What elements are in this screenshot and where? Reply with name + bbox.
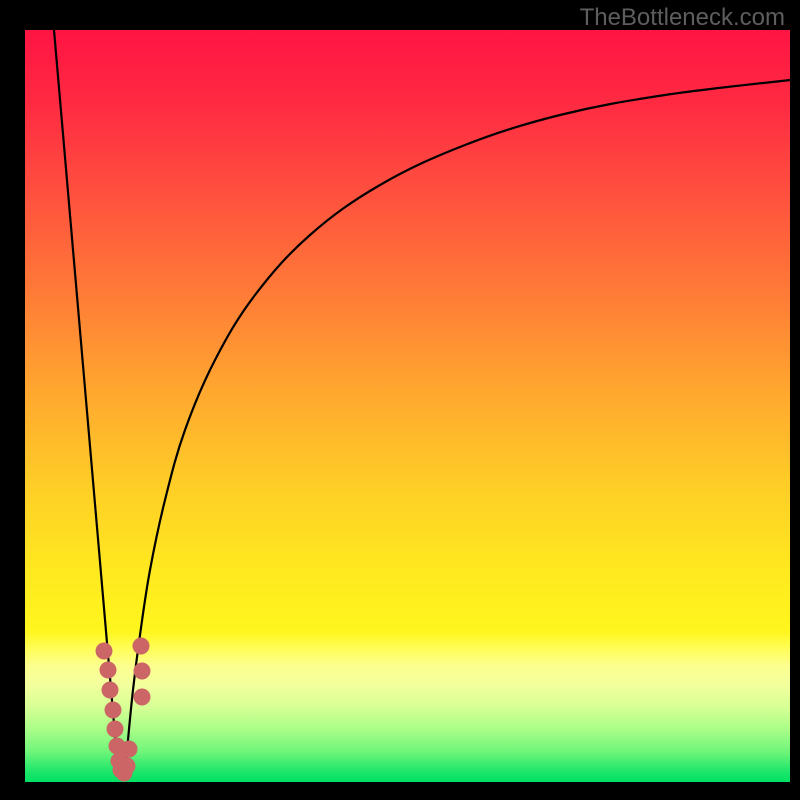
marker-point bbox=[134, 663, 151, 680]
marker-point bbox=[96, 643, 113, 660]
marker-point bbox=[134, 689, 151, 706]
marker-point bbox=[107, 721, 124, 738]
marker-group bbox=[96, 638, 151, 782]
curve-left-branch bbox=[54, 30, 118, 770]
watermark-text: TheBottleneck.com bbox=[580, 4, 785, 32]
marker-point bbox=[119, 758, 136, 775]
marker-point bbox=[105, 702, 122, 719]
chart-frame: TheBottleneck.com bbox=[0, 0, 800, 800]
marker-point bbox=[121, 741, 138, 758]
plot-svg bbox=[0, 0, 800, 800]
marker-point bbox=[102, 682, 119, 699]
marker-point bbox=[100, 662, 117, 679]
marker-point bbox=[133, 638, 150, 655]
curve-right-branch bbox=[125, 80, 790, 775]
